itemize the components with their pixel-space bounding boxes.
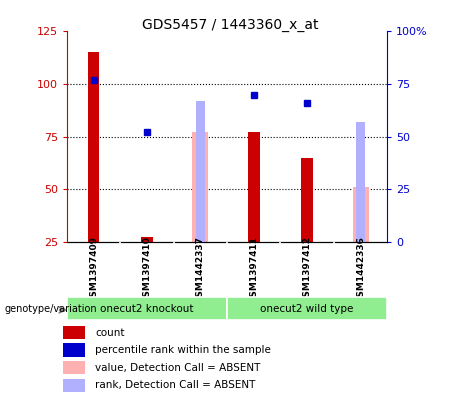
Bar <box>88 52 100 242</box>
Bar <box>227 297 387 320</box>
Text: onecut2 wild type: onecut2 wild type <box>260 303 354 314</box>
Text: GSM1442337: GSM1442337 <box>196 236 205 303</box>
Text: GDS5457 / 1443360_x_at: GDS5457 / 1443360_x_at <box>142 18 319 32</box>
Text: GSM1397410: GSM1397410 <box>142 236 152 303</box>
Text: onecut2 knockout: onecut2 knockout <box>100 303 194 314</box>
Bar <box>141 237 153 242</box>
Text: value, Detection Call = ABSENT: value, Detection Call = ABSENT <box>95 363 260 373</box>
Text: rank, Detection Call = ABSENT: rank, Detection Call = ABSENT <box>95 380 255 390</box>
Bar <box>63 362 85 375</box>
Bar <box>63 326 85 340</box>
Text: GSM1397409: GSM1397409 <box>89 236 98 303</box>
Bar <box>192 132 208 242</box>
Bar <box>248 132 260 242</box>
Bar <box>195 101 205 242</box>
Text: GSM1397411: GSM1397411 <box>249 236 258 303</box>
Text: GSM1397412: GSM1397412 <box>302 236 312 303</box>
Bar <box>67 297 227 320</box>
Bar <box>356 122 366 242</box>
Text: GSM1442336: GSM1442336 <box>356 236 365 303</box>
Text: count: count <box>95 328 124 338</box>
Bar <box>301 158 313 242</box>
Bar <box>63 378 85 391</box>
Text: genotype/variation: genotype/variation <box>5 303 97 314</box>
Bar <box>63 343 85 356</box>
Bar <box>353 187 368 242</box>
Text: percentile rank within the sample: percentile rank within the sample <box>95 345 271 355</box>
